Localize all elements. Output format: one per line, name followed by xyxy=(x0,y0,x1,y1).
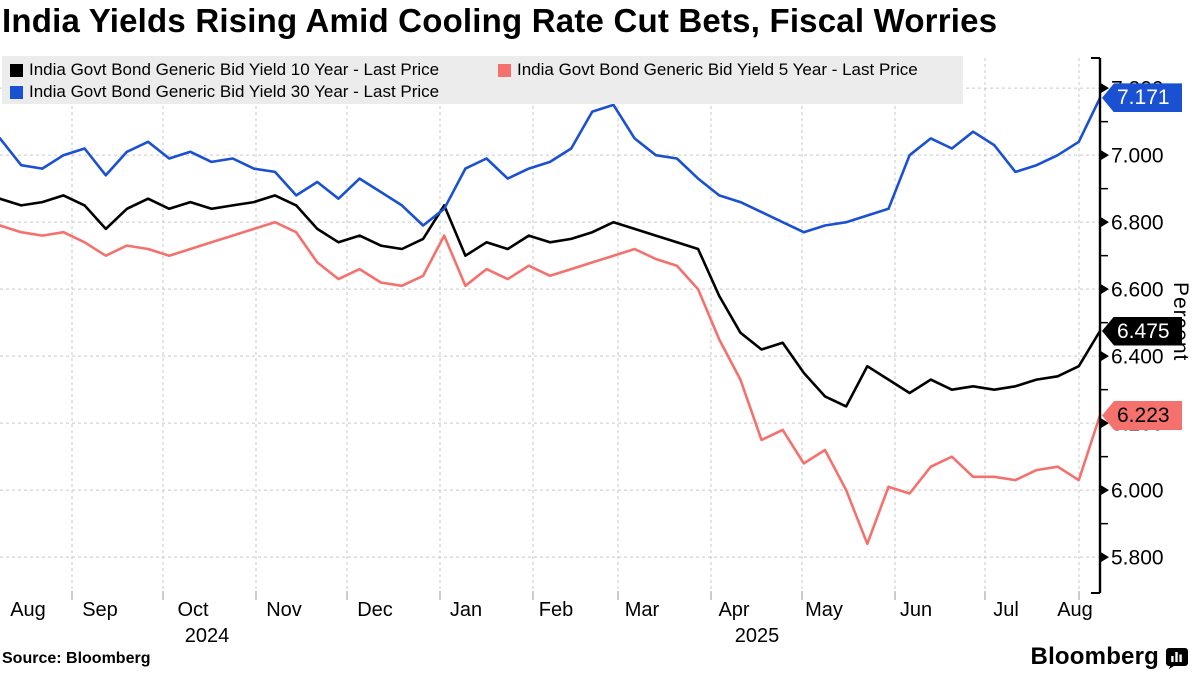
y-major-tick-arrow xyxy=(1100,551,1109,563)
x-tick-label: Jun xyxy=(900,599,932,621)
x-tick-label: Jul xyxy=(993,599,1019,621)
bloomberg-logo: Bloomberg xyxy=(1031,643,1188,671)
x-tick-label: Sep xyxy=(82,599,118,621)
legend-label-10-year: India Govt Bond Generic Bid Yield 10 Yea… xyxy=(29,60,440,79)
legend-swatch-5-year xyxy=(498,63,511,77)
x-tick-label: Aug xyxy=(10,599,46,621)
y-tick-label: 5.800 xyxy=(1111,547,1164,570)
x-year-label: 2025 xyxy=(735,625,780,647)
chart-legend: India Govt Bond Generic Bid Yield 10 Yea… xyxy=(2,56,963,104)
y-tick-label: 6.800 xyxy=(1111,212,1164,235)
series-line-2 xyxy=(0,96,1102,234)
x-tick-label: Dec xyxy=(357,599,393,621)
legend-label-30-year: India Govt Bond Generic Bid Yield 30 Yea… xyxy=(29,82,440,101)
chart-title: India Yields Rising Amid Cooling Rate Cu… xyxy=(2,2,998,39)
y-major-tick-arrow xyxy=(1100,149,1109,161)
x-tick-label: Oct xyxy=(177,599,209,621)
y-tick-label: 6.600 xyxy=(1111,279,1164,302)
source-note: Source: Bloomberg xyxy=(2,650,151,667)
x-tick-label: Feb xyxy=(539,599,573,621)
y-axis-unit-label: Percent xyxy=(1169,282,1192,362)
legend-swatch-10-year xyxy=(10,63,23,77)
y-tick-label: 6.400 xyxy=(1111,346,1164,369)
x-tick-label: Jan xyxy=(450,599,482,621)
last-price-flag-30-year: 7.171 xyxy=(1102,83,1182,113)
y-major-tick-arrow xyxy=(1100,350,1109,362)
y-major-tick-arrow xyxy=(1100,417,1109,429)
series-line-1 xyxy=(0,220,1102,546)
y-tick-label: 6.000 xyxy=(1111,480,1164,503)
y-major-tick-arrow xyxy=(1100,216,1109,228)
x-tick-label: May xyxy=(805,599,843,621)
last-price-flag-10-year: 6.475 xyxy=(1102,316,1182,346)
x-tick-label: Aug xyxy=(1057,599,1093,621)
x-tick-label: Nov xyxy=(266,599,302,621)
y-tick-label: 7.000 xyxy=(1111,145,1164,168)
bloomberg-logo-icon xyxy=(1166,647,1188,669)
y-major-tick-arrow xyxy=(1100,484,1109,496)
y-major-tick-arrow xyxy=(1100,82,1109,94)
legend-item-30-year: India Govt Bond Generic Bid Yield 30 Yea… xyxy=(10,81,439,103)
series-line-0 xyxy=(0,194,1102,408)
x-tick-label: Mar xyxy=(625,599,660,621)
legend-label-5-year: India Govt Bond Generic Bid Yield 5 Year… xyxy=(517,60,918,79)
last-price-flag-5-year: 6.223 xyxy=(1102,400,1182,430)
bloomberg-logo-text: Bloomberg xyxy=(1030,643,1159,670)
y-major-tick-arrow xyxy=(1100,283,1109,295)
legend-item-10-year: India Govt Bond Generic Bid Yield 10 Yea… xyxy=(10,59,439,81)
legend-swatch-30-year xyxy=(10,85,23,99)
x-year-label: 2024 xyxy=(185,625,230,647)
x-tick-label: Apr xyxy=(718,599,749,621)
legend-item-5-year: India Govt Bond Generic Bid Yield 5 Year… xyxy=(498,59,918,81)
